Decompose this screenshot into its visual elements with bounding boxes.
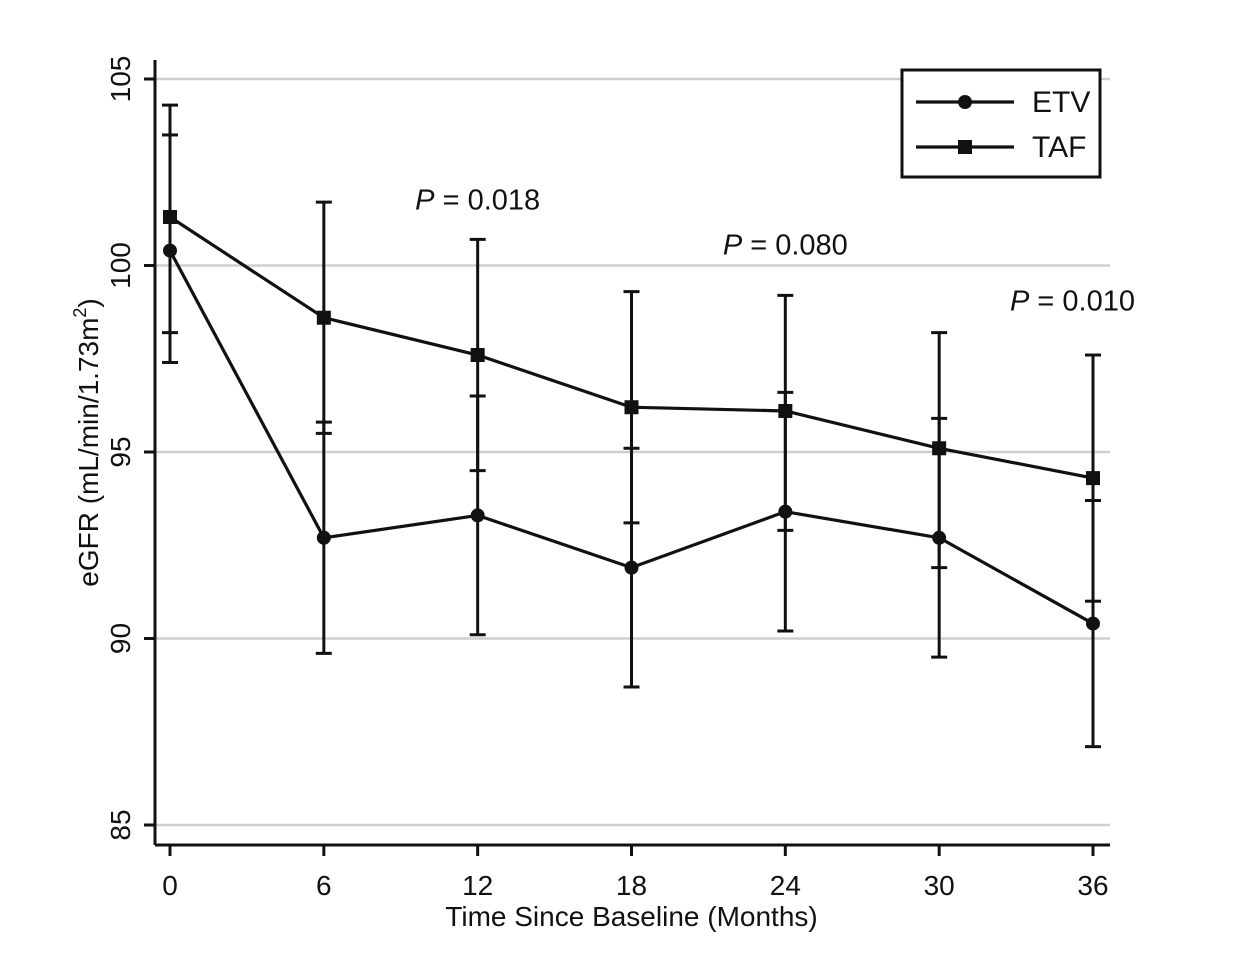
point-ETV	[624, 560, 639, 575]
p-value-text: = 0.010	[1029, 285, 1135, 317]
x-axis-title: Time Since Baseline (Months)	[445, 901, 817, 932]
point-TAF	[624, 400, 639, 415]
point-ETV	[1086, 616, 1100, 631]
p-value-annotation: P = 0.080	[723, 229, 848, 261]
point-TAF	[778, 403, 793, 418]
p-value-text: = 0.080	[742, 229, 848, 261]
p-value-annotation: P = 0.010	[1010, 285, 1135, 317]
point-TAF	[470, 348, 485, 363]
legend-marker-TAF	[958, 140, 972, 154]
point-TAF	[932, 441, 947, 456]
y-axis-title-main: eGFR (mL/min/1.73m	[73, 318, 104, 587]
legend-box	[900, 68, 1102, 179]
y-axis-title-superscript: 2	[70, 308, 90, 318]
y-axis-title: eGFR (mL/min/1.73m2)	[70, 298, 104, 587]
p-value-annotation: P = 0.018	[415, 185, 540, 217]
x-tick-label: 24	[770, 870, 801, 901]
y-tick-label: 105	[105, 56, 136, 103]
y-tick-label: 90	[105, 623, 136, 654]
point-ETV	[470, 508, 485, 523]
x-tick-label: 36	[1077, 870, 1108, 901]
series-layer	[162, 103, 1101, 749]
y-axis-title-close: )	[73, 298, 104, 307]
point-TAF	[1086, 471, 1100, 486]
legend-label-TAF: TAF	[1032, 131, 1086, 164]
x-tick-label: 30	[924, 870, 955, 901]
x-tick-label: 12	[462, 870, 493, 901]
legend: ETV TAF	[900, 68, 1102, 179]
series-TAF	[162, 103, 1101, 603]
x-tick-label: 18	[616, 870, 647, 901]
p-value-label: P	[723, 229, 743, 261]
point-ETV	[316, 530, 331, 545]
point-TAF	[163, 210, 177, 225]
p-value-text: = 0.018	[435, 185, 541, 217]
p-value-label: P	[1010, 285, 1030, 317]
p-value-label: P	[415, 185, 435, 217]
legend-label-ETV: ETV	[1032, 86, 1090, 119]
y-tick-label: 85	[105, 809, 136, 840]
legend-marker-ETV	[958, 95, 972, 109]
x-tick-label: 6	[316, 870, 332, 901]
y-tick-label: 100	[105, 242, 136, 289]
axes: 85 90 95 100 105 0 6 12 18 24 30 36	[105, 56, 1110, 901]
point-TAF	[316, 310, 331, 325]
x-tick-label: 0	[162, 870, 178, 901]
y-tick-label: 95	[105, 436, 136, 467]
